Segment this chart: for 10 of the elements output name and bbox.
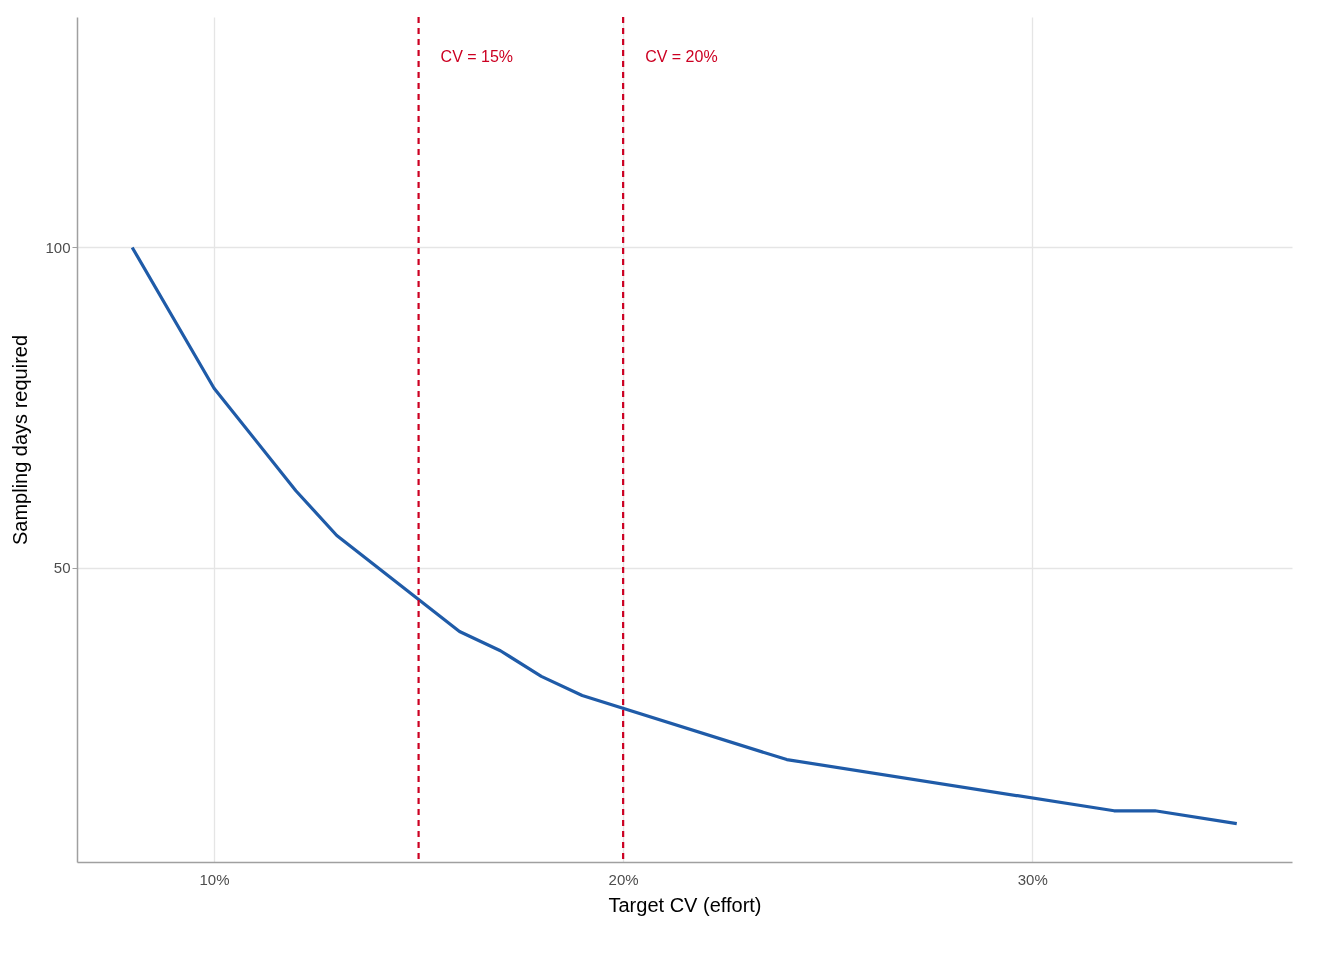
line-series xyxy=(130,245,1239,826)
y-axis-title: Sampling days required xyxy=(9,334,32,546)
x-tick-label: 20% xyxy=(608,870,639,888)
x-tick-label: 10% xyxy=(199,870,230,888)
y-tick-label: 50 xyxy=(53,559,71,577)
ref-line-label: CV = 20% xyxy=(645,48,718,65)
y-tick-label: 100 xyxy=(45,238,71,256)
x-tick-label: 30% xyxy=(1017,870,1048,888)
ref-line-label: CV = 15% xyxy=(440,48,514,65)
x-axis-title: Target CV (effort) xyxy=(608,893,762,916)
